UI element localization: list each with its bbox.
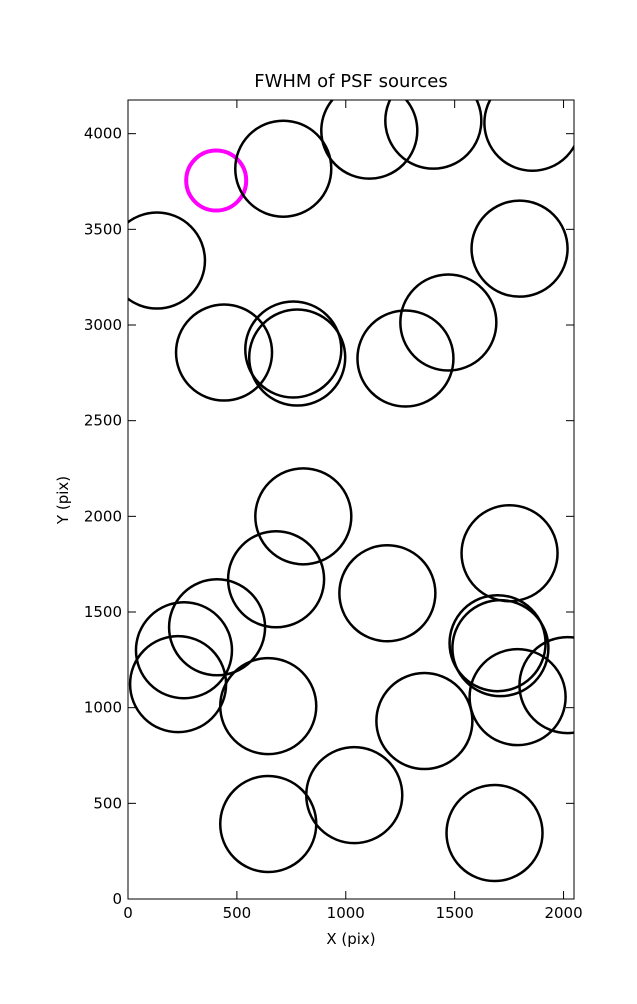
source-circle [451,598,550,698]
source-circle [375,671,474,771]
y-tick-label: 3000 [84,316,122,334]
x-tick-label: 0 [123,904,133,922]
source-circle [445,783,544,883]
y-axis-label: Y (pix) [54,476,72,525]
source-circle [356,309,455,408]
source-circle [518,635,574,735]
y-tick-label: 500 [93,794,122,812]
source-circle [226,530,326,629]
x-tick-label: 500 [223,904,252,922]
source-circle [218,656,318,756]
source-circle [167,578,267,677]
source-circle [218,774,318,874]
chart-title: FWHM of PSF sources [254,71,448,92]
source-circle [468,647,567,747]
y-tick-label: 1500 [84,603,122,621]
source-circle [128,211,207,310]
source-circle [234,119,333,218]
source-circle [483,100,574,173]
x-tick-label: 1000 [327,904,365,922]
source-circle [320,100,419,180]
source-circle [134,601,234,700]
y-tick-label: 2500 [84,412,122,430]
source-circle [254,467,353,566]
source-circle [338,544,437,643]
source-circle [470,199,569,298]
y-tick-label: 4000 [84,125,122,143]
axes-frame [127,99,575,900]
x-axis-label: X (pix) [326,930,375,948]
source-circle [184,148,249,213]
x-tick-label: 1500 [436,904,474,922]
source-circle [244,300,343,399]
source-circle [174,303,274,402]
plot-area [128,100,574,883]
y-tick-label: 1000 [84,699,122,717]
y-tick-label: 3500 [84,220,122,238]
source-circle [399,273,498,372]
y-tick-label: 0 [112,890,122,908]
source-circle [384,100,483,170]
y-tick-label: 2000 [84,507,122,525]
source-circle [247,308,347,407]
x-tick-label: 2000 [544,904,582,922]
